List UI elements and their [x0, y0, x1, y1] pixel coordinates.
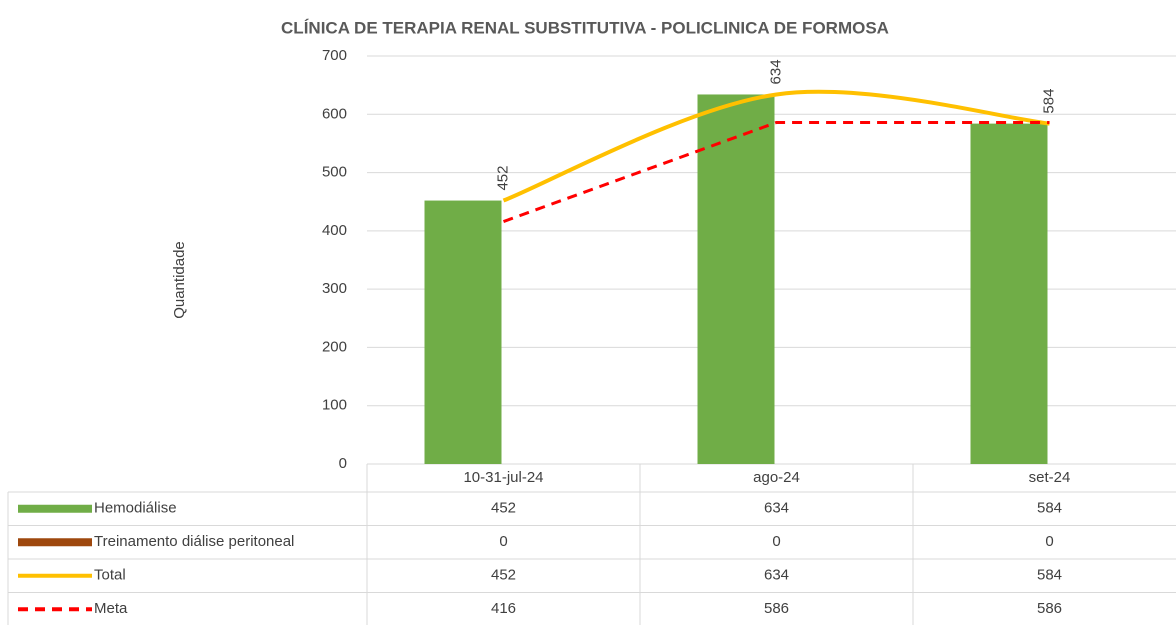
y-tick-label: 500: [322, 164, 347, 181]
line: [502, 120, 1050, 223]
table-value: 586: [1037, 600, 1062, 617]
y-tick-label: 400: [322, 222, 347, 239]
legend-label: Total: [94, 567, 126, 584]
x-tick-label: 10-31-jul-24: [463, 469, 543, 486]
y-tick-label: 200: [322, 338, 347, 355]
line: [502, 89, 1050, 203]
bar: [697, 94, 775, 465]
table-value: 634: [764, 500, 789, 517]
y-tick-label: 600: [322, 105, 347, 122]
table-value: 0: [1045, 533, 1053, 550]
table-value: 634: [764, 567, 789, 584]
bar: [424, 200, 502, 464]
x-tick-label: ago-24: [753, 469, 800, 486]
legend-key: [18, 538, 92, 547]
y-tick-label: 0: [339, 455, 347, 472]
table-value: 584: [1037, 567, 1062, 584]
y-tick-label: 700: [322, 47, 347, 64]
data-label: 452: [494, 166, 511, 191]
bar: [970, 123, 1048, 465]
y-tick-label: 100: [322, 397, 347, 414]
data-label: 584: [1040, 89, 1057, 114]
chart-title: CLÍNICA DE TERAPIA RENAL SUBSTITUTIVA - …: [281, 18, 889, 37]
x-tick-label: set-24: [1029, 469, 1071, 486]
table-value: 0: [772, 533, 780, 550]
data-label: 634: [767, 59, 784, 84]
table-value: 416: [491, 600, 516, 617]
table-value: 452: [491, 567, 516, 584]
table-value: 452: [491, 500, 516, 517]
legend-label: Meta: [94, 600, 128, 617]
legend-label: Treinamento diálise peritoneal: [94, 533, 294, 550]
legend-key: [18, 504, 92, 513]
table-value: 0: [499, 533, 507, 550]
y-axis-label: Quantidade: [171, 241, 188, 319]
table-value: 586: [764, 600, 789, 617]
table-value: 584: [1037, 500, 1062, 517]
legend-label: Hemodiálise: [94, 500, 177, 517]
y-tick-label: 300: [322, 280, 347, 297]
